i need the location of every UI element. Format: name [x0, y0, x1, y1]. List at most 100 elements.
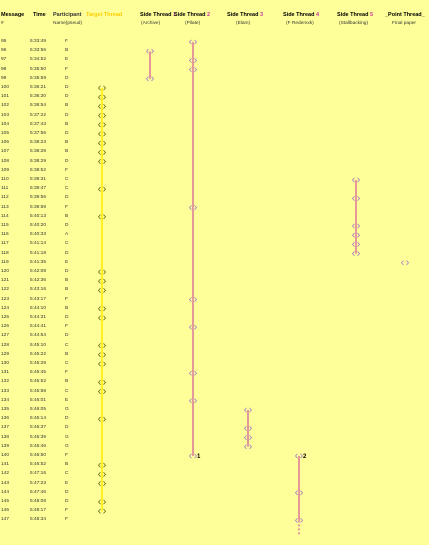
participant-name: C — [65, 177, 69, 182]
header-side-thread-3-label: Side Thread — [227, 12, 259, 18]
message-number: 136 — [1, 416, 10, 422]
target-message-marker — [98, 471, 106, 477]
participant-name: A — [65, 232, 69, 238]
side2-message-marker — [189, 398, 197, 404]
message-number: 134 — [1, 397, 10, 403]
participant-name: D — [65, 315, 69, 320]
target-message-marker — [98, 85, 106, 91]
participant-name: D — [65, 250, 69, 256]
message-number: 109 — [1, 167, 10, 173]
message-number: 98 — [1, 66, 7, 72]
message-time: 5:45:52 — [30, 379, 47, 385]
participant-name: D — [65, 333, 69, 339]
participant-name: B — [65, 149, 69, 155]
side3-message-marker — [244, 444, 252, 450]
subheader-side-thread-3: (Elam) — [236, 21, 251, 26]
participant-name: B — [65, 305, 69, 311]
message-number: 113 — [1, 204, 9, 210]
table-row: 127 5:44:54 D — [0, 333, 429, 342]
message-time: 5:43:16 — [30, 287, 47, 293]
message-number: 127 — [1, 333, 10, 339]
message-time: 5:38:23 — [30, 140, 47, 146]
participant-name: B — [65, 48, 69, 54]
side2-message-marker — [189, 297, 197, 303]
table-row: 97 5:34:52 E — [0, 57, 429, 66]
message-number: 118 — [1, 250, 9, 256]
participant-name: B — [65, 278, 69, 284]
message-time: 5:46:05 — [30, 407, 47, 412]
message-time: 5:35:50 — [30, 66, 47, 72]
message-time: 5:34:52 — [30, 57, 47, 63]
target-message-marker — [98, 389, 106, 395]
table-row: 126 5:44:41 F — [0, 324, 429, 333]
table-row: 120 5:42:08 D — [0, 269, 429, 278]
table-row: 141 5:46:52 B — [0, 462, 429, 471]
header-side-thread-1: Side Thread 1 — [140, 12, 176, 18]
table-row: 143 5:47:23 E — [0, 481, 429, 490]
message-time: 5:38:52 — [30, 167, 47, 173]
table-row: 99 5:35:59 D — [0, 76, 429, 85]
participant-name: C — [65, 342, 69, 348]
participant-name: D — [65, 195, 69, 201]
message-time: 5:44:10 — [30, 305, 47, 311]
participant-name: F — [65, 296, 68, 302]
table-row: 140 5:46:50 F — [0, 453, 429, 462]
message-time: 5:46:37 — [30, 425, 47, 431]
header-point-thread: _Point Thread_ — [385, 12, 425, 18]
subheader-side-thread-1: (Archive) — [141, 21, 161, 26]
participant-name: F — [65, 66, 68, 72]
side5-message-marker — [352, 241, 360, 247]
side4-message-marker — [295, 517, 303, 523]
table-row: 125 5:44:31 D — [0, 315, 429, 324]
target-message-marker — [98, 315, 106, 321]
message-number: 108 — [1, 158, 10, 164]
message-number: 99 — [1, 75, 7, 81]
message-time: 5:33:49 — [30, 39, 47, 44]
message-number: 104 — [1, 121, 10, 127]
participant-name: E — [65, 57, 69, 63]
message-time: 5:45:10 — [30, 342, 47, 348]
message-number: 114 — [1, 213, 9, 219]
side2-message-marker — [189, 453, 197, 459]
header-side-thread-3-number: 3 — [260, 12, 264, 18]
message-time: 5:36:54 — [30, 103, 47, 109]
header-side-thread-4-number: 4 — [316, 12, 320, 18]
side2-end-label: 1 — [197, 454, 201, 460]
message-time: 5:48:34 — [30, 517, 47, 523]
participant-name: B — [65, 462, 69, 468]
message-number: 145 — [1, 499, 10, 504]
message-time: 5:39:31 — [30, 177, 47, 182]
target-message-marker — [98, 149, 106, 155]
table-row: 142 5:47:16 C — [0, 471, 429, 480]
participant-name: B — [65, 121, 69, 127]
header-side-thread-2-number: 2 — [207, 12, 211, 18]
participant-name: F — [65, 167, 68, 173]
message-number: 110 — [1, 177, 9, 182]
header-time: Time — [33, 12, 46, 18]
message-number: 128 — [1, 342, 10, 348]
message-number: 147 — [1, 517, 10, 523]
table-row: 123 5:43:17 F — [0, 297, 429, 306]
target-message-marker — [98, 131, 106, 137]
target-message-marker — [98, 379, 106, 385]
table-row: 115 5:40:20 D — [0, 223, 429, 232]
table-row: 128 5:45:10 C — [0, 343, 429, 352]
participant-name: D — [65, 223, 69, 228]
message-number: 124 — [1, 305, 10, 311]
target-message-marker — [98, 94, 106, 100]
message-time: 5:47:23 — [30, 480, 47, 486]
header-side-thread-2: Side Thread 2 — [174, 12, 210, 18]
header-target-thread: Target Thread — [86, 12, 123, 18]
message-number: 105 — [1, 131, 10, 136]
header-side-thread-5-number: 5 — [370, 12, 374, 18]
participant-name: C — [65, 361, 69, 366]
table-row: 146 5:48:17 F — [0, 508, 429, 517]
message-time: 5:45:45 — [30, 370, 47, 376]
side4-start-label: 2 — [303, 454, 307, 460]
participant-name: B — [65, 379, 69, 385]
table-row: 103 5:37:22 D — [0, 113, 429, 122]
table-row: 129 5:45:22 B — [0, 352, 429, 361]
message-time: 5:45:58 — [30, 388, 47, 394]
message-time: 5:46:52 — [30, 462, 47, 468]
message-time: 5:45:22 — [30, 351, 47, 357]
